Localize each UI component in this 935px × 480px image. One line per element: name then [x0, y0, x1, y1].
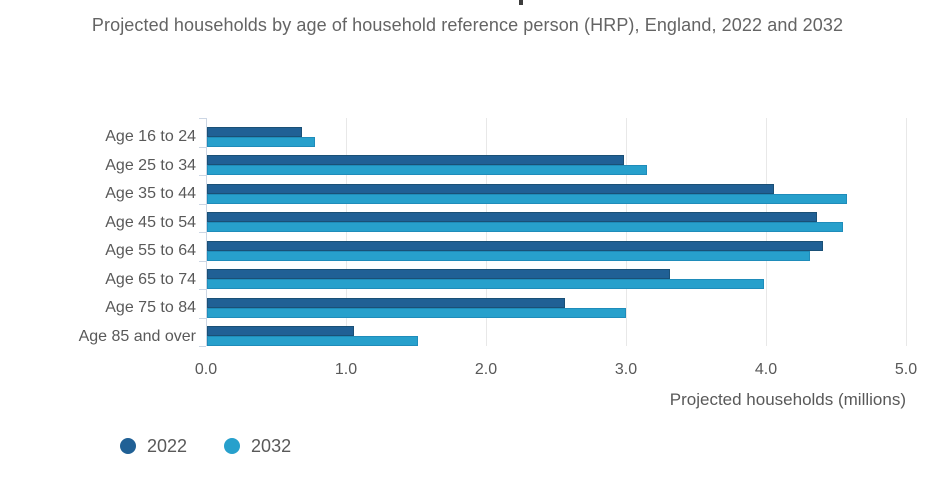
- y-axis-tick: [199, 232, 206, 233]
- bar-pair-age-35-to-44: [207, 183, 847, 204]
- y-axis-tick: [199, 261, 206, 262]
- plot-area: Age 16 to 24 Age 25 to 34 Age 35 to 44 Age …: [0, 118, 935, 347]
- category-label-age-75-to-84: Age 75 to 84: [105, 299, 196, 316]
- gridline-1: [346, 118, 347, 346]
- category-label-age-35-to-44: Age 35 to 44: [105, 185, 196, 202]
- legend-item-2022: 2022: [120, 436, 187, 456]
- category-row-age-65-to-74: Age 65 to 74: [0, 261, 935, 289]
- bar-2032-age-85-and-over: [207, 336, 419, 346]
- y-axis-tick: [199, 204, 206, 205]
- legend-dot-2032: [224, 438, 241, 454]
- cropped-title-fragment: [519, 0, 523, 5]
- legend: 2022 2032: [120, 436, 291, 456]
- gridline-3: [626, 118, 627, 346]
- legend-label-2032: 2032: [251, 436, 292, 456]
- category-row-age-45-to-54: Age 45 to 54: [0, 204, 935, 232]
- category-row-age-16-to-24: Age 16 to 24: [0, 118, 935, 147]
- category-row-age-25-to-34: Age 25 to 34: [0, 147, 935, 175]
- bar-2022-age-45-to-54: [207, 212, 818, 222]
- x-tick-label-4.0: 4.0: [754, 361, 778, 378]
- category-row-age-75-to-84: Age 75 to 84: [0, 289, 935, 318]
- gridline-5: [906, 118, 907, 346]
- x-tick-label-2.0: 2.0: [474, 361, 498, 378]
- x-axis-label: Projected households (millions): [669, 390, 906, 409]
- bar-2032-age-16-to-24: [207, 136, 315, 147]
- bar-pair-age-55-to-64: [207, 240, 823, 261]
- legend-label-2022: 2022: [147, 436, 188, 456]
- bar-pair-age-25-to-34: [207, 155, 647, 175]
- bar-pair-age-85-and-over: [207, 326, 419, 346]
- y-axis-tick: [199, 318, 206, 319]
- category-label-age-16-to-24: Age 16 to 24: [105, 128, 196, 145]
- y-axis-tick: [199, 147, 206, 148]
- bar-pair-age-65-to-74: [207, 269, 765, 289]
- legend-dot-2022: [120, 438, 136, 454]
- category-row-age-85-and-over: Age 85 and over: [0, 318, 935, 346]
- category-label-age-55-to-64: Age 55 to 64: [105, 242, 196, 259]
- category-row-age-55-to-64: Age 55 to 64: [0, 232, 935, 261]
- bar-pair-age-16-to-24: [207, 126, 315, 147]
- y-axis-tick: [199, 118, 206, 119]
- x-axis-tick-labels: 0.0 1.0 2.0 3.0 4.0 5.0: [0, 360, 935, 380]
- bar-2032-age-65-to-74: [207, 279, 765, 289]
- bar-2032-age-25-to-34: [207, 165, 647, 175]
- bar-2032-age-35-to-44: [207, 193, 847, 204]
- category-label-age-45-to-54: Age 45 to 54: [105, 213, 196, 231]
- bar-2022-age-35-to-44: [207, 183, 774, 194]
- gridline-4: [766, 118, 767, 346]
- y-axis-tick: [199, 289, 206, 290]
- chart-subtitle: Projected households by age of household…: [91, 15, 844, 35]
- bar-2022-age-85-and-over: [207, 326, 354, 336]
- category-row-age-35-to-44: Age 35 to 44: [0, 175, 935, 204]
- bar-pair-age-45-to-54: [207, 212, 843, 232]
- category-label-age-85-and-over: Age 85 and over: [78, 327, 196, 345]
- bar-2032-age-75-to-84: [207, 307, 626, 318]
- x-tick-label-1.0: 1.0: [334, 361, 358, 378]
- bar-2022-age-16-to-24: [207, 126, 303, 137]
- x-tick-label-0.0: 0.0: [194, 361, 218, 378]
- y-axis-line: [206, 118, 207, 346]
- category-label-age-25-to-34: Age 25 to 34: [105, 156, 196, 174]
- bar-2032-age-55-to-64: [207, 250, 811, 261]
- bar-pair-age-75-to-84: [207, 297, 626, 318]
- y-axis-tick: [199, 346, 206, 347]
- bar-2022-age-75-to-84: [207, 297, 566, 308]
- x-tick-label-5.0: 5.0: [894, 361, 918, 378]
- bar-2022-age-25-to-34: [207, 155, 625, 165]
- bar-2022-age-55-to-64: [207, 240, 823, 251]
- bar-2032-age-45-to-54: [207, 222, 843, 232]
- x-tick-label-3.0: 3.0: [614, 361, 638, 378]
- category-label-age-65-to-74: Age 65 to 74: [105, 270, 196, 288]
- bar-2022-age-65-to-74: [207, 269, 671, 279]
- y-axis-tick: [199, 175, 206, 176]
- legend-item-2032: 2032: [224, 436, 291, 456]
- gridline-2: [486, 118, 487, 346]
